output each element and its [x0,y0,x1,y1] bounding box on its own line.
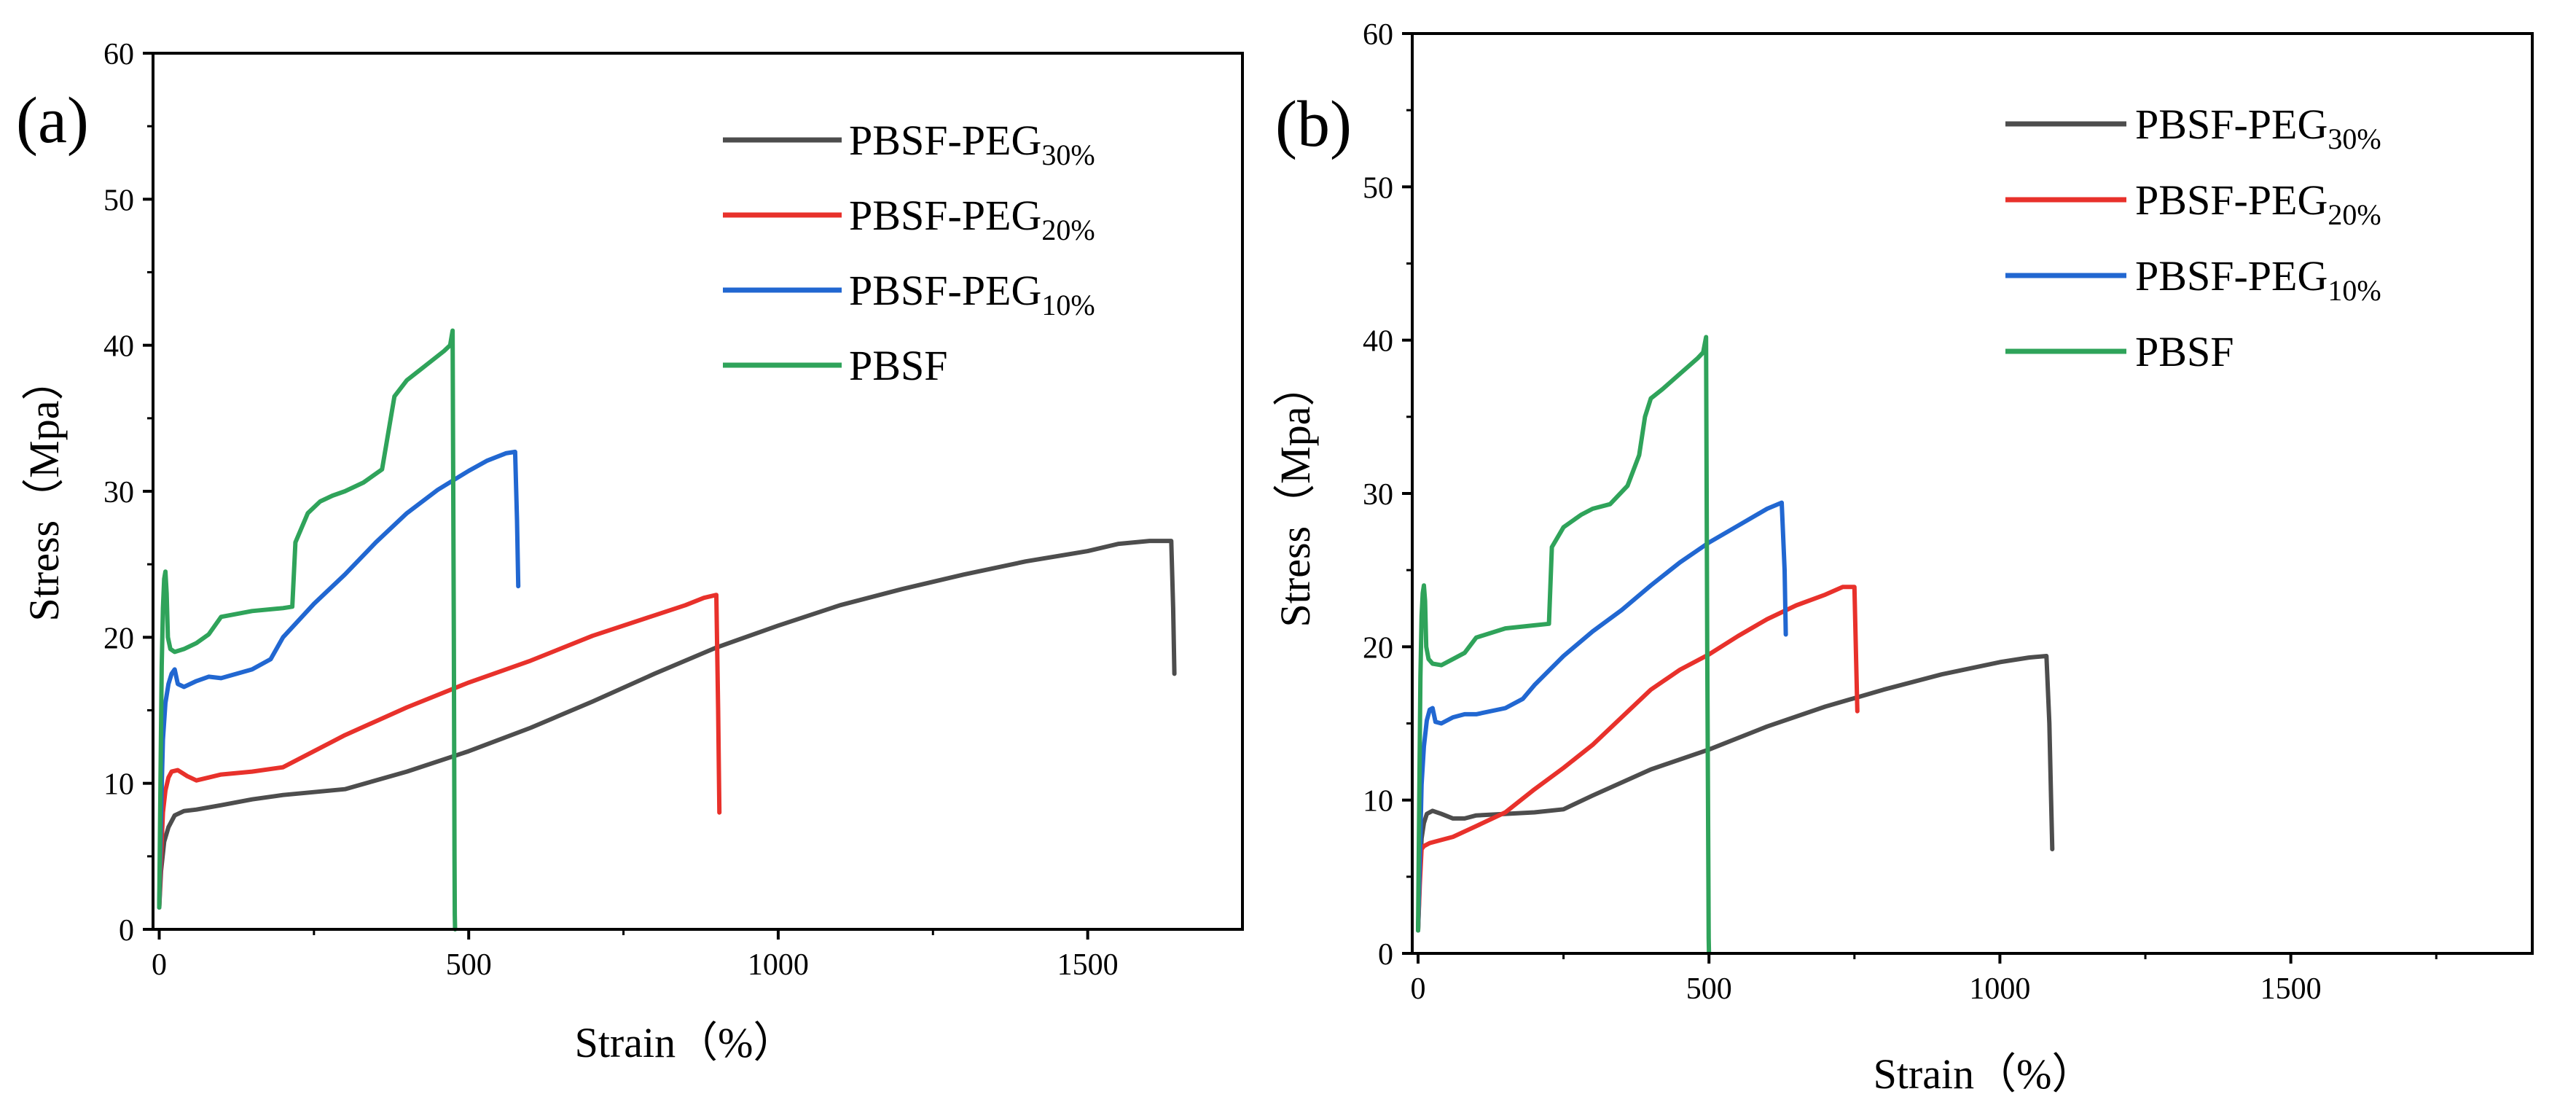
series-line-peg-30 [157,539,1177,910]
x-axis-title: Strain（%） [575,1019,796,1066]
y-axis-title: Stress（Mpa） [20,359,68,622]
legend-entry: PBSF-PEG30% [2135,101,2381,155]
y-tick-label: 30 [103,476,134,509]
series-line-pbsf [157,328,458,932]
y-tick-label: 0 [1378,938,1393,972]
x-tick-label: 1000 [1969,972,2030,1006]
y-tick-label: 60 [1363,18,1393,52]
legend: PBSF-PEG30% PBSF-PEG20% PBSF-PEG10% PBSF [723,117,1095,389]
y-tick-label: 30 [1363,478,1393,512]
series-line-pbsf [1416,335,1712,956]
y-tick-label: 10 [103,768,134,802]
legend: PBSF-PEG30% PBSF-PEG20% PBSF-PEG10% PBSF [2005,101,2381,375]
x-tick-label: 0 [152,948,167,982]
legend-entry: PBSF-PEG10% [849,267,1095,321]
series-group [157,328,1177,932]
y-tick-label: 40 [103,330,134,364]
series-line-peg-20 [1416,585,1860,933]
x-tick-label: 1500 [2260,972,2322,1006]
x-tick-label: 500 [446,948,492,982]
chart-panel-a: 0 500 1000 1500 0 10 20 30 40 50 60 Strain（%） Stress… [16,38,1244,1066]
legend-entry: PBSF [849,342,947,389]
plot-frame [1411,32,2534,955]
series-line-peg-20 [157,593,722,910]
y-tick-label: 40 [1363,325,1393,359]
y-tick-label: 10 [1363,785,1393,819]
series-line-peg-10 [1416,500,1788,933]
y-tick-label: 60 [103,38,134,71]
x-tick-label: 500 [1686,972,1732,1006]
legend-entry: PBSF-PEG30% [849,117,1095,171]
x-tick-label: 1500 [1057,948,1119,982]
legend-entry: PBSF-PEG20% [849,192,1095,246]
panel-label: (a) [16,85,89,157]
y-tick-label: 20 [103,622,134,655]
legend-entry: PBSF-PEG20% [2135,176,2381,231]
x-axis-title: Strain（%） [1874,1050,2094,1098]
series-group [1416,335,2055,956]
series-line-peg-10 [157,449,521,910]
x-tick-label: 0 [1410,972,1425,1006]
y-tick-label: 0 [119,914,134,948]
y-axis-title: Stress（Mpa） [1272,364,1319,628]
legend-entry: PBSF-PEG10% [2135,252,2381,307]
plot-frame [152,52,1244,931]
chart-panel-b: 0 500 1000 1500 0 10 20 30 40 50 60 Strain（%） Stress… [1272,18,2534,1098]
legend-entry: PBSF [2135,328,2234,375]
x-tick-label: 1000 [748,948,809,982]
series-line-peg-30 [1416,654,2055,933]
y-tick-label: 20 [1363,631,1393,665]
y-tick-label: 50 [1363,171,1393,205]
y-tick-label: 50 [103,184,134,217]
panel-label: (b) [1275,88,1352,160]
